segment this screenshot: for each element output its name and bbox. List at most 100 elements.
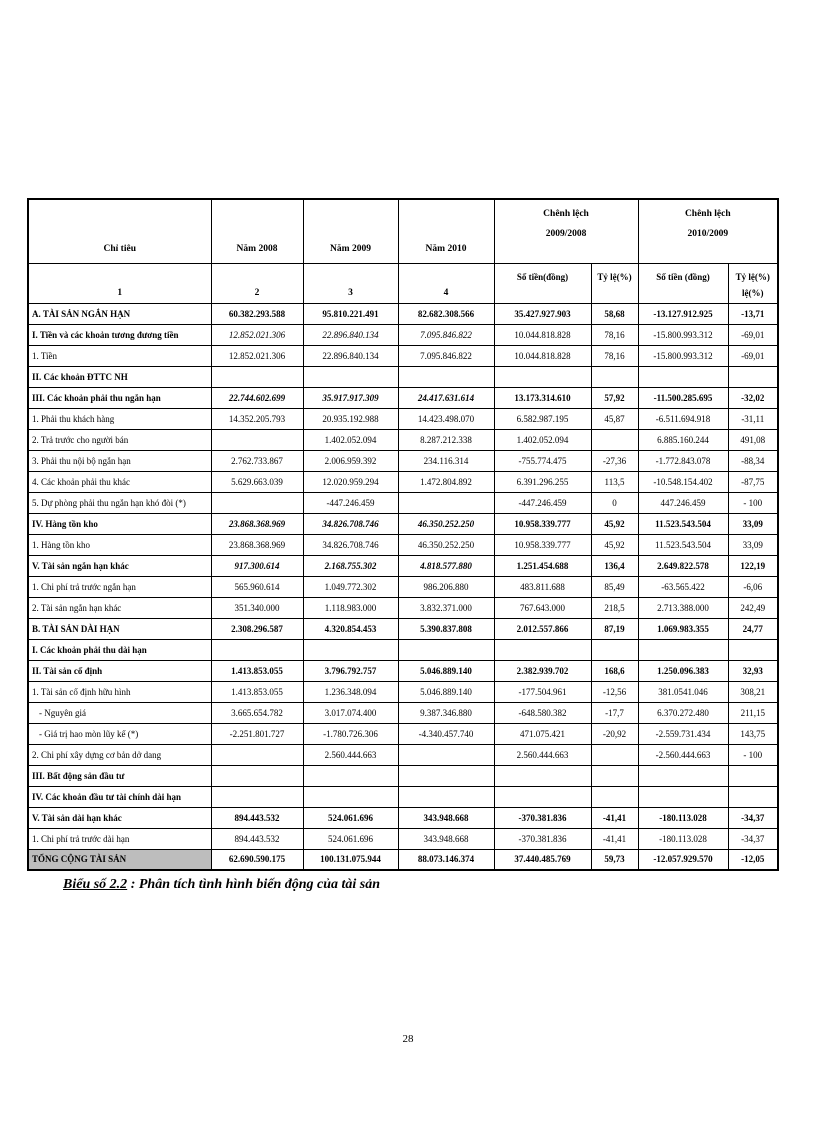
- cell-value: [727, 785, 779, 808]
- cell-value: 986.206.880: [397, 575, 495, 598]
- cell-value: 343.948.668: [397, 806, 495, 829]
- cell-value: 168,6: [590, 659, 639, 682]
- cell-value: 2.560.444.663: [493, 743, 592, 766]
- header-criteria: Chỉ tiêu: [27, 198, 212, 264]
- cell-value: 381.0541.046: [637, 680, 729, 703]
- cell-value: -17,7: [590, 701, 639, 724]
- cell-value: 3.665.654.782: [210, 701, 304, 724]
- row-label: III. Các khoản phải thu ngắn hạn: [27, 386, 212, 409]
- cell-value: [302, 638, 399, 661]
- cell-value: 767.643.000: [493, 596, 592, 619]
- cell-value: 2.713.388.000: [637, 596, 729, 619]
- cell-value: [302, 785, 399, 808]
- header-subcell: Số tiền(đồng): [493, 262, 592, 304]
- cell-value: 3.796.792.757: [302, 659, 399, 682]
- table-row: III. Các khoản phải thu ngắn hạn 22.744.6…: [27, 386, 779, 409]
- row-label: 2. Chi phí xây dựng cơ bản dở dang: [27, 743, 212, 766]
- cell-value: 87,19: [590, 617, 639, 640]
- cell-value: 4.818.577.880: [397, 554, 495, 577]
- cell-value: 13.173.314.610: [493, 386, 592, 409]
- cell-value: [590, 764, 639, 787]
- cell-value: -32,02: [727, 386, 779, 409]
- cell-value: 85,49: [590, 575, 639, 598]
- cell-value: 32,93: [727, 659, 779, 682]
- row-label: 4. Các khoản phải thu khác: [27, 470, 212, 493]
- cell-value: 8.287.212.338: [397, 428, 495, 451]
- cell-value: -15.800.993.312: [637, 323, 729, 346]
- cell-value: -648.580.382: [493, 701, 592, 724]
- cell-value: 14.423.498.070: [397, 407, 495, 430]
- row-label: TỔNG CỘNG TÀI SẢN: [27, 848, 212, 871]
- table-row: 2. Tài sản ngắn hạn khác 351.340.000 1.118…: [27, 596, 779, 619]
- cell-value: -1.772.843.078: [637, 449, 729, 472]
- cell-value: 45,87: [590, 407, 639, 430]
- cell-value: 1.236.348.094: [302, 680, 399, 703]
- cell-value: 234.116.314: [397, 449, 495, 472]
- cell-value: 1.413.853.055: [210, 659, 304, 682]
- cell-value: -34,37: [727, 806, 779, 829]
- cell-value: -41,41: [590, 806, 639, 829]
- cell-value: -34,37: [727, 827, 779, 850]
- cell-value: -12,56: [590, 680, 639, 703]
- cell-value: [727, 638, 779, 661]
- cell-value: [210, 638, 304, 661]
- cell-value: 100.131.075.944: [302, 848, 399, 871]
- cell-value: 1.049.772.302: [302, 575, 399, 598]
- cell-value: -27,36: [590, 449, 639, 472]
- asset-analysis-table: Chỉ tiêu Năm 2008 Năm 2009 Năm 2010 Chênh lệ…: [27, 198, 780, 871]
- cell-value: - 100: [727, 743, 779, 766]
- cell-value: [493, 638, 592, 661]
- cell-value: 23.868.368.969: [210, 533, 304, 556]
- row-label: V. Tài sản ngắn hạn khác: [27, 554, 212, 577]
- cell-value: 2.560.444.663: [302, 743, 399, 766]
- cell-value: 59,73: [590, 848, 639, 871]
- cell-value: 2.762.733.867: [210, 449, 304, 472]
- cell-value: -2.251.801.727: [210, 722, 304, 745]
- page-number: 28: [402, 1033, 414, 1045]
- cell-value: 2.012.557.866: [493, 617, 592, 640]
- table-row: - Giá trị hao mòn lũy kế (*) -2.251.801.7…: [27, 722, 779, 745]
- cell-value: 447.246.459: [637, 491, 729, 514]
- cell-value: 136,4: [590, 554, 639, 577]
- cell-value: -69,01: [727, 323, 779, 346]
- cell-value: 20.935.192.988: [302, 407, 399, 430]
- cell-value: 45,92: [590, 533, 639, 556]
- row-label: 1. Hàng tồn kho: [27, 533, 212, 556]
- cell-value: [397, 491, 495, 514]
- cell-value: 34.826.708.746: [302, 533, 399, 556]
- cell-value: 60.382.293.588: [210, 302, 304, 325]
- cell-value: 22.896.840.134: [302, 323, 399, 346]
- cell-value: 1.250.096.383: [637, 659, 729, 682]
- cell-value: 23.868.368.969: [210, 512, 304, 535]
- row-label: 1. Chi phí trả trước ngắn hạn: [27, 575, 212, 598]
- cell-value: -4.340.457.740: [397, 722, 495, 745]
- header-year-2010: Năm 2010: [397, 198, 495, 264]
- cell-value: 2.382.939.702: [493, 659, 592, 682]
- cell-value: [302, 365, 399, 388]
- header-subcell: 2: [210, 262, 304, 304]
- row-label: II. Các khoản ĐTTC NH: [27, 365, 212, 388]
- cell-value: -6.511.694.918: [637, 407, 729, 430]
- row-label: B. TÀI SẢN DÀI HẠN: [27, 617, 212, 640]
- cell-value: [590, 365, 639, 388]
- cell-value: 22.896.840.134: [302, 344, 399, 367]
- header-subcell: 3: [302, 262, 399, 304]
- cell-value: 0: [590, 491, 639, 514]
- row-label: 1. Chi phí trả trước dài hạn: [27, 827, 212, 850]
- cell-value: 483.811.688: [493, 575, 592, 598]
- cell-value: [590, 785, 639, 808]
- cell-value: -87,75: [727, 470, 779, 493]
- table-row: 1. Chi phí trả trước ngắn hạn 565.960.614…: [27, 575, 779, 598]
- cell-value: 6.391.296.255: [493, 470, 592, 493]
- cell-value: [210, 743, 304, 766]
- cell-value: 1.402.052.094: [302, 428, 399, 451]
- cell-value: 308,21: [727, 680, 779, 703]
- cell-value: -755.774.475: [493, 449, 592, 472]
- table-row: B. TÀI SẢN DÀI HẠN 2.308.296.587 4.320.854…: [27, 617, 779, 640]
- header-year-2008: Năm 2008: [210, 198, 304, 264]
- cell-value: -11.500.285.695: [637, 386, 729, 409]
- cell-value: -10.548.154.402: [637, 470, 729, 493]
- cell-value: 113,5: [590, 470, 639, 493]
- table-row: 5. Dự phòng phải thu ngắn hạn khó đòi (*…: [27, 491, 779, 514]
